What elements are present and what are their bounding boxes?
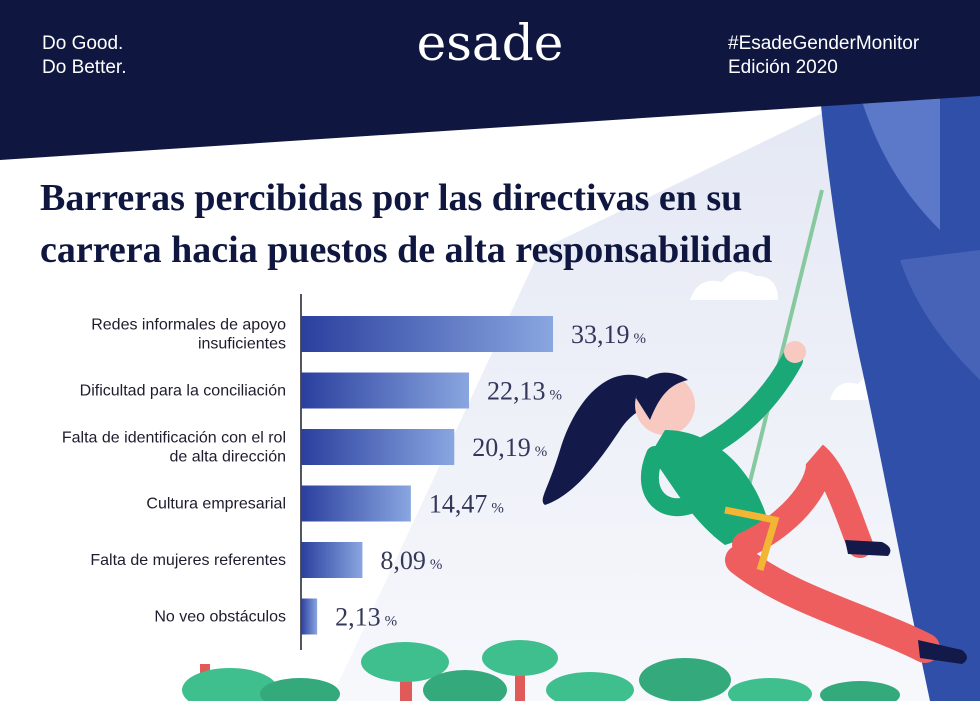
- climber-leg: [725, 545, 940, 663]
- data-label: 2,13%: [335, 603, 397, 632]
- data-label: 33,19%: [571, 320, 646, 349]
- category-label: Redes informales de apoyo: [91, 317, 286, 334]
- climber-shoe: [918, 640, 967, 664]
- climber-hair: [542, 374, 660, 505]
- category-label: de alta dirección: [169, 449, 286, 466]
- curtain: [820, 95, 980, 701]
- cloud: [690, 271, 778, 300]
- category-label: Falta de mujeres referentes: [90, 552, 286, 569]
- data-label: 22,13%: [487, 377, 562, 406]
- climber-shoe: [845, 540, 891, 556]
- climber-leg: [732, 444, 873, 558]
- tagline: Do Good. Do Better.: [42, 33, 127, 78]
- curtain-fold: [860, 95, 940, 230]
- category-label: Dificultad para la conciliación: [80, 383, 286, 400]
- category-label: Falta de identificación con el rol: [62, 430, 286, 447]
- climber-arm: [689, 349, 803, 461]
- esade-logo: esade: [416, 14, 564, 72]
- climber-hair-top: [636, 372, 688, 420]
- bar: [301, 485, 411, 522]
- climber-harness: [724, 506, 780, 572]
- data-label: 8,09%: [380, 546, 442, 575]
- curtain-fold: [900, 250, 980, 380]
- data-label: 20,19%: [472, 433, 547, 462]
- category-label: No veo obstáculos: [154, 609, 286, 626]
- climber-arm: [641, 446, 699, 517]
- bar: [301, 429, 455, 465]
- bar: [301, 542, 363, 578]
- treeline: [182, 640, 900, 701]
- category-label: insuficientes: [198, 336, 286, 353]
- bar: [301, 372, 470, 409]
- climber-hand: [784, 341, 806, 363]
- chart-title: Barreras percibidas por las directivas e…: [40, 177, 773, 271]
- hashtag-edition: #EsadeGenderMonitor Edición 2020: [728, 33, 920, 78]
- category-label: Cultura empresarial: [146, 496, 286, 513]
- data-label: 14,47%: [429, 490, 504, 519]
- bar: [301, 316, 553, 352]
- bar: [301, 598, 318, 635]
- rope: [744, 189, 824, 499]
